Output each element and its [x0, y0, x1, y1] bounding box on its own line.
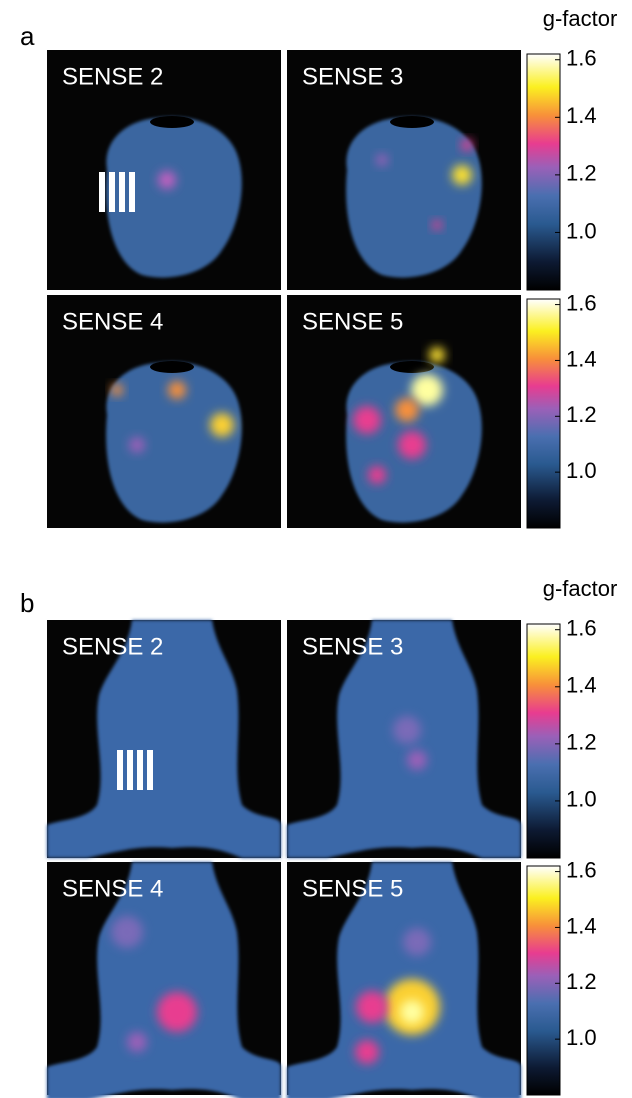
image-tile: SENSE 4 [47, 862, 281, 1098]
tile-label: SENSE 5 [302, 875, 403, 902]
colorbar-tick-label: 1.4 [566, 103, 597, 128]
colorbar [527, 54, 560, 290]
colorbar-title: g-factor [543, 576, 618, 601]
hotspot [393, 716, 421, 744]
colorbar-tick-label: 1.4 [566, 673, 597, 698]
image-tile: SENSE 2 [47, 50, 281, 290]
tile-label: SENSE 4 [62, 875, 163, 902]
hotspot [353, 406, 381, 434]
colorbar-tick-label: 1.0 [566, 218, 597, 243]
tile-label: SENSE 3 [302, 633, 403, 660]
hotspot [398, 431, 426, 459]
hotspot [355, 1040, 379, 1064]
hotspot [158, 171, 176, 189]
airway [150, 361, 194, 373]
image-tile: SENSE 5 [287, 295, 521, 528]
image-tile: SENSE 5 [287, 862, 521, 1098]
airway [390, 361, 434, 373]
undersampling-icon [99, 172, 105, 212]
hotspot [111, 916, 143, 948]
undersampling-icon [137, 750, 143, 790]
undersampling-icon [129, 172, 135, 212]
colorbar-title: g-factor [543, 6, 618, 31]
colorbar-tick-label: 1.6 [566, 857, 597, 882]
tile-label: SENSE 2 [62, 63, 163, 90]
image-tile: SENSE 2 [47, 620, 281, 858]
image-tile: SENSE 4 [47, 295, 281, 528]
tile-label: SENSE 2 [62, 633, 163, 660]
undersampling-icon [119, 172, 125, 212]
hotspot [356, 991, 388, 1023]
hotspot [461, 139, 473, 151]
image-tile: SENSE 3 [287, 620, 521, 858]
hotspot [111, 384, 123, 396]
colorbar-tick-label: 1.2 [566, 402, 597, 427]
colorbar-tick-label: 1.2 [566, 969, 597, 994]
hotspot [452, 165, 472, 185]
panel-label: a [20, 21, 35, 51]
colorbar-tick-label: 1.2 [566, 161, 597, 186]
colorbar-tick-label: 1.0 [566, 458, 597, 483]
hotspot [157, 992, 197, 1032]
colorbar-tick-label: 1.4 [566, 913, 597, 938]
undersampling-icon [127, 750, 133, 790]
colorbar-tick-label: 1.0 [566, 787, 597, 812]
colorbar [527, 299, 560, 528]
colorbar-tick-label: 1.4 [566, 346, 597, 371]
undersampling-icon [109, 172, 115, 212]
figure: a g-factor SENSE 2 SENSE 3 SENSE 4 SENSE 5 1.0… [0, 0, 632, 1098]
hotspot [400, 1000, 424, 1024]
hotspot [376, 154, 388, 166]
colorbar-tick-label: 1.0 [566, 1025, 597, 1050]
colorbar-tick-label: 1.2 [566, 730, 597, 755]
hotspot [411, 374, 443, 406]
hotspot [395, 398, 419, 422]
hotspot [129, 437, 145, 453]
undersampling-icon [117, 750, 123, 790]
colorbar-tick-label: 1.6 [566, 616, 597, 641]
tile-label: SENSE 5 [302, 308, 403, 335]
hotspot [429, 347, 445, 363]
airway [150, 116, 194, 128]
undersampling-icon [147, 750, 153, 790]
hotspot [127, 1032, 147, 1052]
hotspot [403, 928, 431, 956]
figure-svg: a g-factor SENSE 2 SENSE 3 SENSE 4 SENSE 5 1.0… [0, 0, 632, 1098]
colorbar-tick-label: 1.6 [566, 46, 597, 71]
airway [390, 116, 434, 128]
panel-label: b [20, 588, 34, 618]
colorbar-tick-label: 1.6 [566, 290, 597, 315]
image-tile: SENSE 3 [287, 50, 521, 290]
hotspot [368, 466, 386, 484]
colorbar [527, 624, 560, 858]
hotspot [210, 413, 234, 437]
hotspot [432, 220, 442, 230]
tile-label: SENSE 4 [62, 308, 163, 335]
hotspot [407, 750, 427, 770]
hotspot [168, 381, 186, 399]
tile-label: SENSE 3 [302, 63, 403, 90]
colorbar [527, 866, 560, 1095]
